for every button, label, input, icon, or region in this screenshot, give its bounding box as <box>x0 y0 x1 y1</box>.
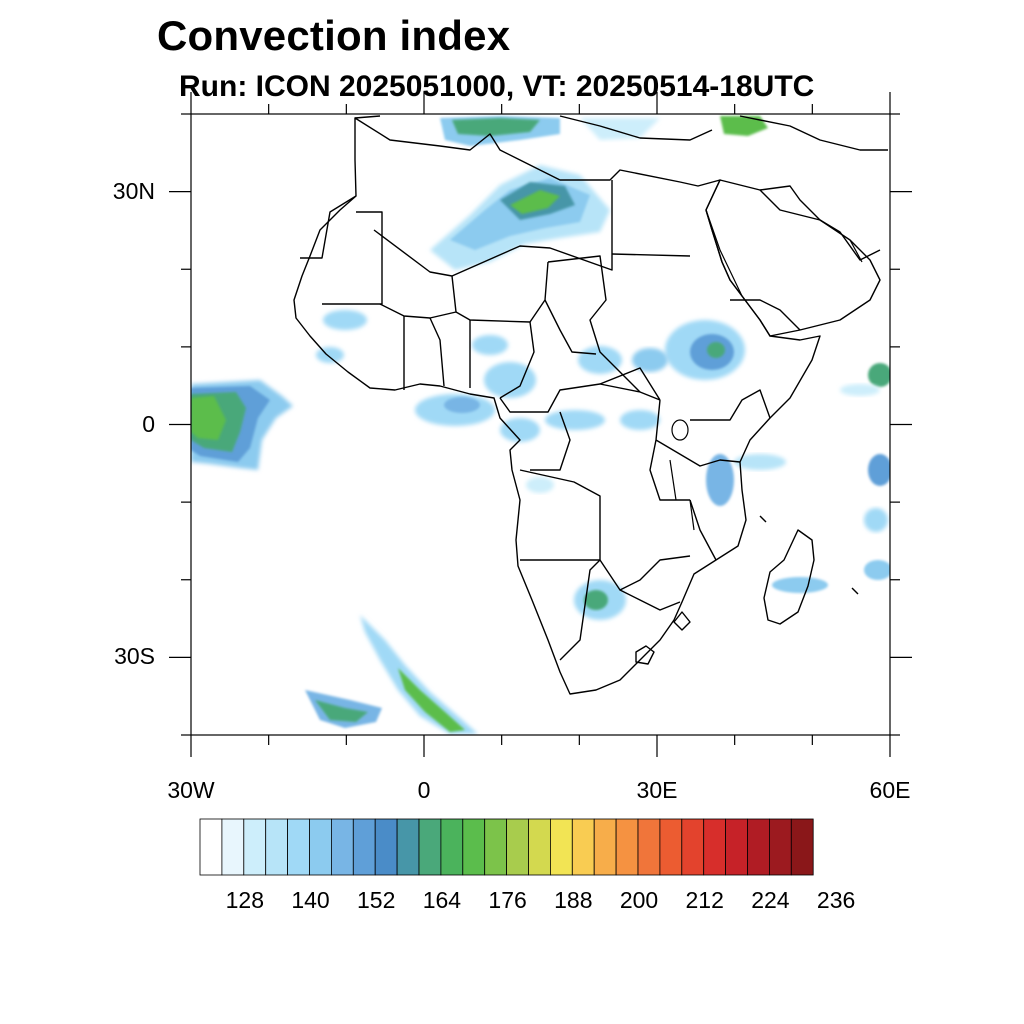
field-west-africa <box>316 310 660 442</box>
colorbar-box <box>309 818 332 876</box>
axis-ticks <box>169 92 912 757</box>
field-atlantic-cluster <box>191 380 293 470</box>
colorbar-label: 176 <box>488 887 527 913</box>
lon-tick-label: 30W <box>167 777 215 803</box>
lon-tick-label: 60E <box>869 777 911 803</box>
convection-field-layer <box>191 116 890 734</box>
colorbar-box <box>506 818 529 876</box>
colorbar-box <box>440 818 464 876</box>
lat-tick-label: 30S <box>114 643 155 670</box>
colorbar-box <box>418 818 442 876</box>
colorbar-label: 128 <box>225 887 264 913</box>
colorbar-box <box>637 818 661 876</box>
field-southern-ocean <box>305 615 478 734</box>
colorbar-box <box>769 818 792 876</box>
coastlines-borders <box>293 115 888 695</box>
colorbar-box <box>330 818 354 876</box>
colorbar-box <box>484 818 508 876</box>
colorbar-box <box>352 818 376 876</box>
colorbar-label: 200 <box>619 887 659 913</box>
lat-tick-label: 30N <box>112 177 155 204</box>
colorbar-box <box>681 818 705 876</box>
colorbar-box <box>462 818 486 876</box>
lon-tick-label: 0 <box>417 777 431 803</box>
colorbar-box <box>659 818 683 876</box>
colorbar-box <box>571 818 595 876</box>
colorbar-box <box>703 818 727 876</box>
colorbar-box <box>747 818 770 876</box>
lat-tick-label: 0 <box>142 410 155 437</box>
colorbar-box <box>374 818 398 876</box>
colorbar-box <box>396 818 420 876</box>
field-east-africa <box>706 363 890 593</box>
field-ethiopia <box>632 320 745 380</box>
africa-coastline <box>293 117 821 695</box>
colorbar-label: 224 <box>751 887 790 913</box>
colorbar-box <box>528 818 551 876</box>
colorbar-box <box>221 818 245 876</box>
colorbar-label: 140 <box>291 887 330 913</box>
colorbar-box <box>593 818 617 876</box>
colorbar-label: 236 <box>816 887 856 913</box>
colorbar-label: 152 <box>357 887 396 913</box>
field-southern-africa <box>526 477 626 620</box>
colorbar-box <box>550 818 573 876</box>
madagascar-coastline <box>763 529 815 625</box>
colorbar-box <box>287 818 310 876</box>
lon-tick-label: 30E <box>636 777 678 803</box>
chart-subtitle: Run: ICON 2025051000, VT: 20250514-18UTC <box>179 70 815 103</box>
colorbar-label: 188 <box>554 887 593 913</box>
colorbar-box <box>265 818 289 876</box>
arabia-coastline <box>705 179 881 337</box>
colorbar-box <box>243 818 267 876</box>
colorbar-box <box>790 818 814 876</box>
colorbar-box <box>199 818 223 876</box>
colorbar-box <box>725 818 748 876</box>
colorbar-box <box>615 818 639 876</box>
colorbar-label: 164 <box>422 887 462 913</box>
water-bodies <box>669 209 863 531</box>
field-sahara <box>430 116 768 270</box>
chart-title: Convection index <box>157 12 511 59</box>
colorbar-label: 212 <box>685 887 724 913</box>
colorbar <box>199 818 814 876</box>
